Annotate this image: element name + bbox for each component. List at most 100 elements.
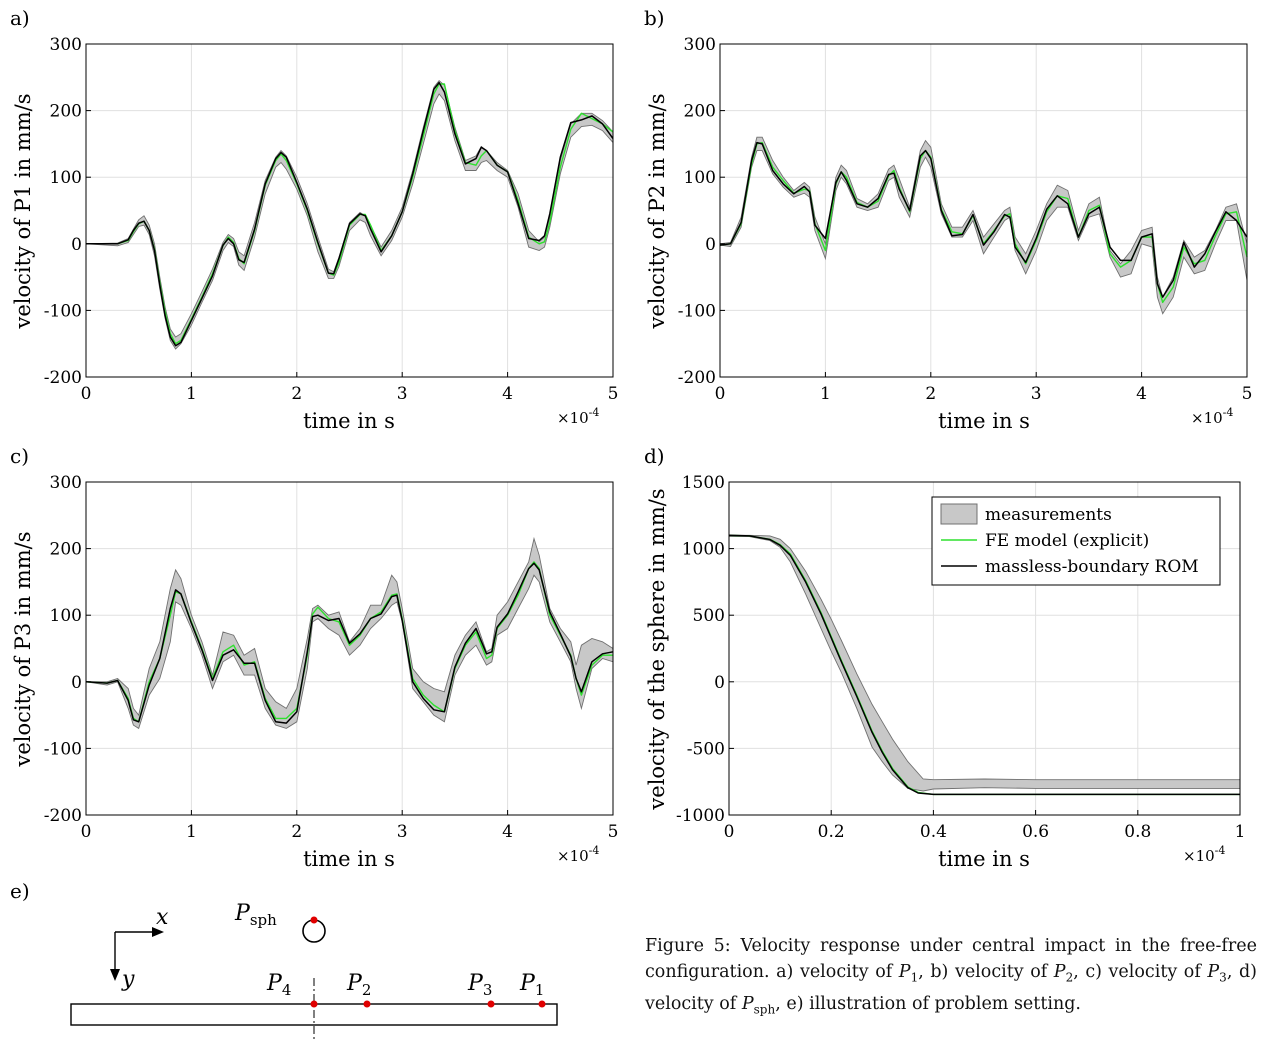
y-tick-label: 200	[50, 540, 82, 560]
y-tick-label: -200	[678, 368, 716, 388]
x-axis-label: x	[156, 905, 169, 930]
y-tick-label: 300	[50, 35, 82, 55]
point-p4	[310, 1000, 318, 1008]
point-label-p3: P3	[467, 971, 492, 999]
x-tick-label: 1	[186, 384, 197, 404]
x-axis-multiplier: ×10-4	[1183, 844, 1225, 865]
plot-frame	[85, 481, 614, 816]
y-tick-label: -100	[44, 301, 82, 321]
x-tick-label: 1	[820, 384, 831, 404]
point-p2	[363, 1000, 371, 1008]
x-axis-multiplier: ×10-4	[1191, 406, 1233, 427]
point-p3	[487, 1000, 495, 1008]
y-tick-label: 100	[50, 168, 82, 188]
y-tick-label: 0	[71, 673, 82, 693]
y-tick-label: 1500	[682, 473, 725, 493]
chart-panel-a: 0 1 2 3 4 5 -200 -100 0 100 200 300 a) time in s veloc…	[10, 6, 618, 433]
caption-text-4: , d) velocity of	[645, 962, 1257, 1014]
x-axis-multiplier: ×10-4	[557, 844, 599, 865]
point-label-p4: P4	[266, 971, 291, 999]
legend-swatch-measurements	[940, 503, 978, 525]
x-tick-label: 2	[925, 384, 936, 404]
series-rom	[719, 141, 1248, 298]
figure-caption: Figure 5: Velocity response under centra…	[645, 936, 1257, 1016]
x-tick-label: 3	[1031, 384, 1042, 404]
y-tick-label: 300	[684, 35, 716, 55]
point-label-p1: P1	[519, 971, 544, 999]
y-tick-label: 100	[50, 606, 82, 626]
caption-psph: sph	[753, 1002, 776, 1016]
x-tick-label: 5	[608, 822, 619, 842]
y-axis-label: velocity of P3 in mm/s	[11, 532, 35, 768]
series-rom	[85, 562, 614, 724]
legend-label-rom: massless-boundary ROM	[985, 557, 1199, 577]
y-tick-label: 100	[684, 168, 716, 188]
y-axis-label: velocity of the sphere in mm/s	[645, 488, 669, 810]
chart-panel-b: 0 1 2 3 4 5 -200 -100 0 100 200 300 b) time in s veloc…	[644, 6, 1252, 433]
chart-panel-d: 0 0.2 0.4 0.6 0.8 1 -1000 -500 0 500 1000 1500 d) tim…	[644, 444, 1245, 871]
y-tick-label: -500	[687, 739, 725, 759]
panel-label: d)	[644, 444, 665, 468]
panel-label: a)	[10, 6, 30, 30]
x-tick-label: 2	[291, 384, 302, 404]
x-tick-label: 4	[502, 384, 513, 404]
y-tick-label: 200	[50, 102, 82, 122]
x-tick-label: 3	[397, 384, 408, 404]
y-tick-label: -200	[44, 806, 82, 826]
sphere-label: Psph	[234, 901, 277, 929]
series-rom	[86, 81, 614, 347]
y-tick-label: 0	[71, 235, 82, 255]
x-tick-label: 1	[186, 822, 197, 842]
x-arrow-head-icon	[152, 927, 164, 937]
series-fe-model	[719, 141, 1248, 304]
legend-label-measurements: measurements	[985, 505, 1112, 525]
y-tick-label: 300	[50, 473, 82, 493]
sphere-point	[310, 916, 318, 924]
y-tick-label: 0	[705, 235, 716, 255]
x-tick-label: 0.8	[1124, 822, 1151, 842]
plot-frame	[85, 43, 614, 378]
caption-p1: 1	[910, 970, 919, 985]
x-tick-label: 0.4	[920, 822, 947, 842]
legend-box	[931, 496, 1221, 586]
y-axis-label: velocity of P2 in mm/s	[645, 94, 669, 330]
series-rom	[728, 534, 1240, 796]
x-tick-label: 1	[1235, 822, 1246, 842]
y-arrow-head-icon	[110, 969, 120, 981]
y-axis-label: y	[121, 967, 135, 992]
x-tick-label: 3	[397, 822, 408, 842]
x-tick-label: 4	[502, 822, 513, 842]
x-tick-label: 2	[291, 822, 302, 842]
point-label-p2: P2	[346, 971, 371, 999]
x-tick-label: 0	[81, 384, 92, 404]
chart-panel-c: 0 1 2 3 4 5 -200 -100 0 100 200 300 c) time in s veloc…	[10, 444, 618, 871]
x-axis-label: time in s	[303, 409, 395, 433]
y-tick-label: -100	[44, 739, 82, 759]
measurement-band	[719, 136, 1248, 315]
legend-label-fe: FE model (explicit)	[985, 531, 1149, 551]
y-tick-label: 200	[684, 102, 716, 122]
x-axis-multiplier: ×10-4	[557, 406, 599, 427]
caption-p3: 3	[1219, 970, 1227, 985]
legend: measurements FE model (explicit) massles…	[931, 496, 1221, 586]
caption-text-1: Velocity response under central impact i…	[645, 936, 1257, 982]
panel-label: b)	[644, 6, 665, 30]
y-tick-label: 0	[714, 673, 725, 693]
x-axis-label: time in s	[938, 847, 1030, 871]
caption-prefix: Figure 5:	[645, 936, 731, 956]
panel-label: c)	[10, 444, 29, 468]
x-axis-label: time in s	[938, 409, 1030, 433]
x-tick-label: 5	[608, 384, 619, 404]
x-tick-label: 0	[81, 822, 92, 842]
y-tick-label: -1000	[676, 806, 725, 826]
plot-frame	[728, 481, 1241, 816]
x-tick-label: 0	[715, 384, 726, 404]
series-fe-model	[86, 83, 614, 345]
x-tick-label: 0.6	[1022, 822, 1049, 842]
y-axis-label: velocity of P1 in mm/s	[11, 94, 35, 330]
caption-p2: 2	[1065, 970, 1074, 985]
caption-text-5: , e) illustration of problem setting.	[775, 993, 1081, 1014]
problem-setting-diagram: e) x y Psph P4 P2 P3 P1	[10, 879, 558, 1041]
y-tick-label: 1000	[682, 540, 725, 560]
